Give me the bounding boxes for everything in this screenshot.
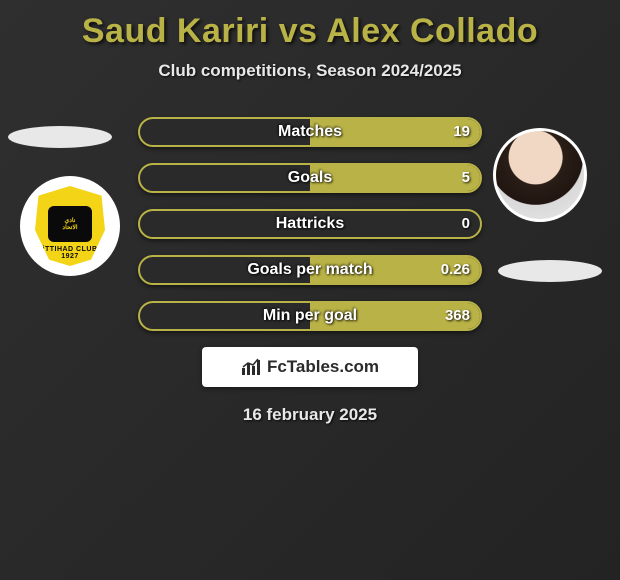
date-text: 16 february 2025 (0, 405, 620, 425)
stat-row: Goals 5 (138, 163, 482, 193)
subtitle: Club competitions, Season 2024/2025 (0, 61, 620, 81)
page-title: Saud Kariri vs Alex Collado (0, 0, 620, 51)
bar-chart-icon (241, 358, 263, 376)
stat-row: Matches 19 (138, 117, 482, 147)
stat-row: Hattricks 0 (138, 209, 482, 239)
stat-label: Goals per match (140, 257, 480, 283)
stat-value-right: 0.26 (441, 257, 470, 283)
stat-value-right: 0 (462, 211, 470, 237)
stat-value-right: 19 (453, 119, 470, 145)
brand-box: FcTables.com (202, 347, 418, 387)
stat-label: Matches (140, 119, 480, 145)
stat-value-right: 5 (462, 165, 470, 191)
stat-row: Min per goal 368 (138, 301, 482, 331)
stat-row: Goals per match 0.26 (138, 255, 482, 285)
stats-container: Matches 19 Goals 5 Hattricks 0 Goals per… (0, 117, 620, 331)
stat-label: Hattricks (140, 211, 480, 237)
brand-text: FcTables.com (267, 357, 379, 377)
stat-label: Min per goal (140, 303, 480, 329)
stat-value-right: 368 (445, 303, 470, 329)
comparison-card: Saud Kariri vs Alex Collado Club competi… (0, 0, 620, 580)
stat-label: Goals (140, 165, 480, 191)
